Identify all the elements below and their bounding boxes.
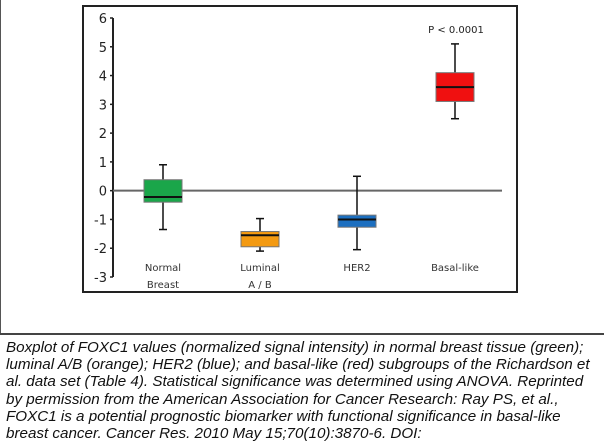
y-tick-label: 1 [99,156,107,171]
y-tick-label: -2 [94,242,107,257]
divider [0,333,604,335]
category-label-line2: A / B [248,280,272,291]
category-label: Luminal [240,263,280,274]
box-luminal [240,231,280,248]
left-border [0,0,1,334]
category-label: HER2 [343,263,370,274]
box-her2 [337,214,377,228]
y-tick-label: 6 [99,12,107,27]
y-tick-label: 4 [99,70,107,85]
y-tick-label: 3 [99,98,107,113]
y-tick-label: -1 [94,213,107,228]
y-tick-label: 2 [99,127,107,142]
y-tick-label: 0 [99,185,107,200]
category-label-line2: Breast [147,280,179,291]
category-label: Normal [145,263,181,274]
category-label: Basal-like [431,263,479,274]
chart-frame [82,5,518,293]
figure-caption: Boxplot of FOXC1 values (normalized sign… [6,339,590,442]
box-normal [143,179,183,203]
y-tick-label: -3 [94,271,107,286]
boxplot-chart: 6 5 4 3 2 1 0 -1 -2 -3 Normal Breast Luminal A / B HER… [94,12,502,291]
y-tick-label: 5 [99,41,107,56]
p-value-annotation: P < 0.0001 [428,25,484,36]
